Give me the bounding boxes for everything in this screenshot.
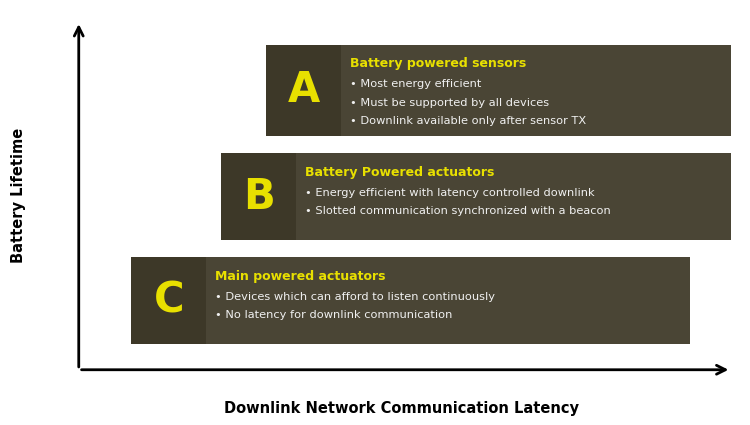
Bar bbox=[206, 257, 690, 344]
Text: • Most energy efficient: • Most energy efficient bbox=[350, 79, 482, 90]
Text: B: B bbox=[243, 176, 274, 218]
Text: Battery Lifetime: Battery Lifetime bbox=[11, 128, 26, 263]
Text: • No latency for downlink communication: • No latency for downlink communication bbox=[215, 310, 452, 320]
Text: • Slotted communication synchronized with a beacon: • Slotted communication synchronized wit… bbox=[305, 206, 611, 216]
Bar bbox=[341, 45, 731, 136]
Text: • Devices which can afford to listen continuously: • Devices which can afford to listen con… bbox=[215, 292, 495, 302]
Text: Main powered actuators: Main powered actuators bbox=[215, 270, 386, 283]
Text: Battery powered sensors: Battery powered sensors bbox=[350, 57, 526, 71]
Text: • Must be supported by all devices: • Must be supported by all devices bbox=[350, 98, 549, 108]
Text: C: C bbox=[154, 280, 184, 322]
Bar bbox=[266, 45, 341, 136]
Text: Battery Powered actuators: Battery Powered actuators bbox=[305, 166, 495, 179]
Bar bbox=[221, 153, 296, 240]
Text: • Energy efficient with latency controlled downlink: • Energy efficient with latency controll… bbox=[305, 188, 595, 198]
Text: A: A bbox=[288, 69, 320, 111]
Text: Downlink Network Communication Latency: Downlink Network Communication Latency bbox=[224, 402, 579, 416]
Bar bbox=[131, 257, 206, 344]
Text: • Downlink available only after sensor TX: • Downlink available only after sensor T… bbox=[350, 116, 586, 126]
Bar bbox=[296, 153, 731, 240]
